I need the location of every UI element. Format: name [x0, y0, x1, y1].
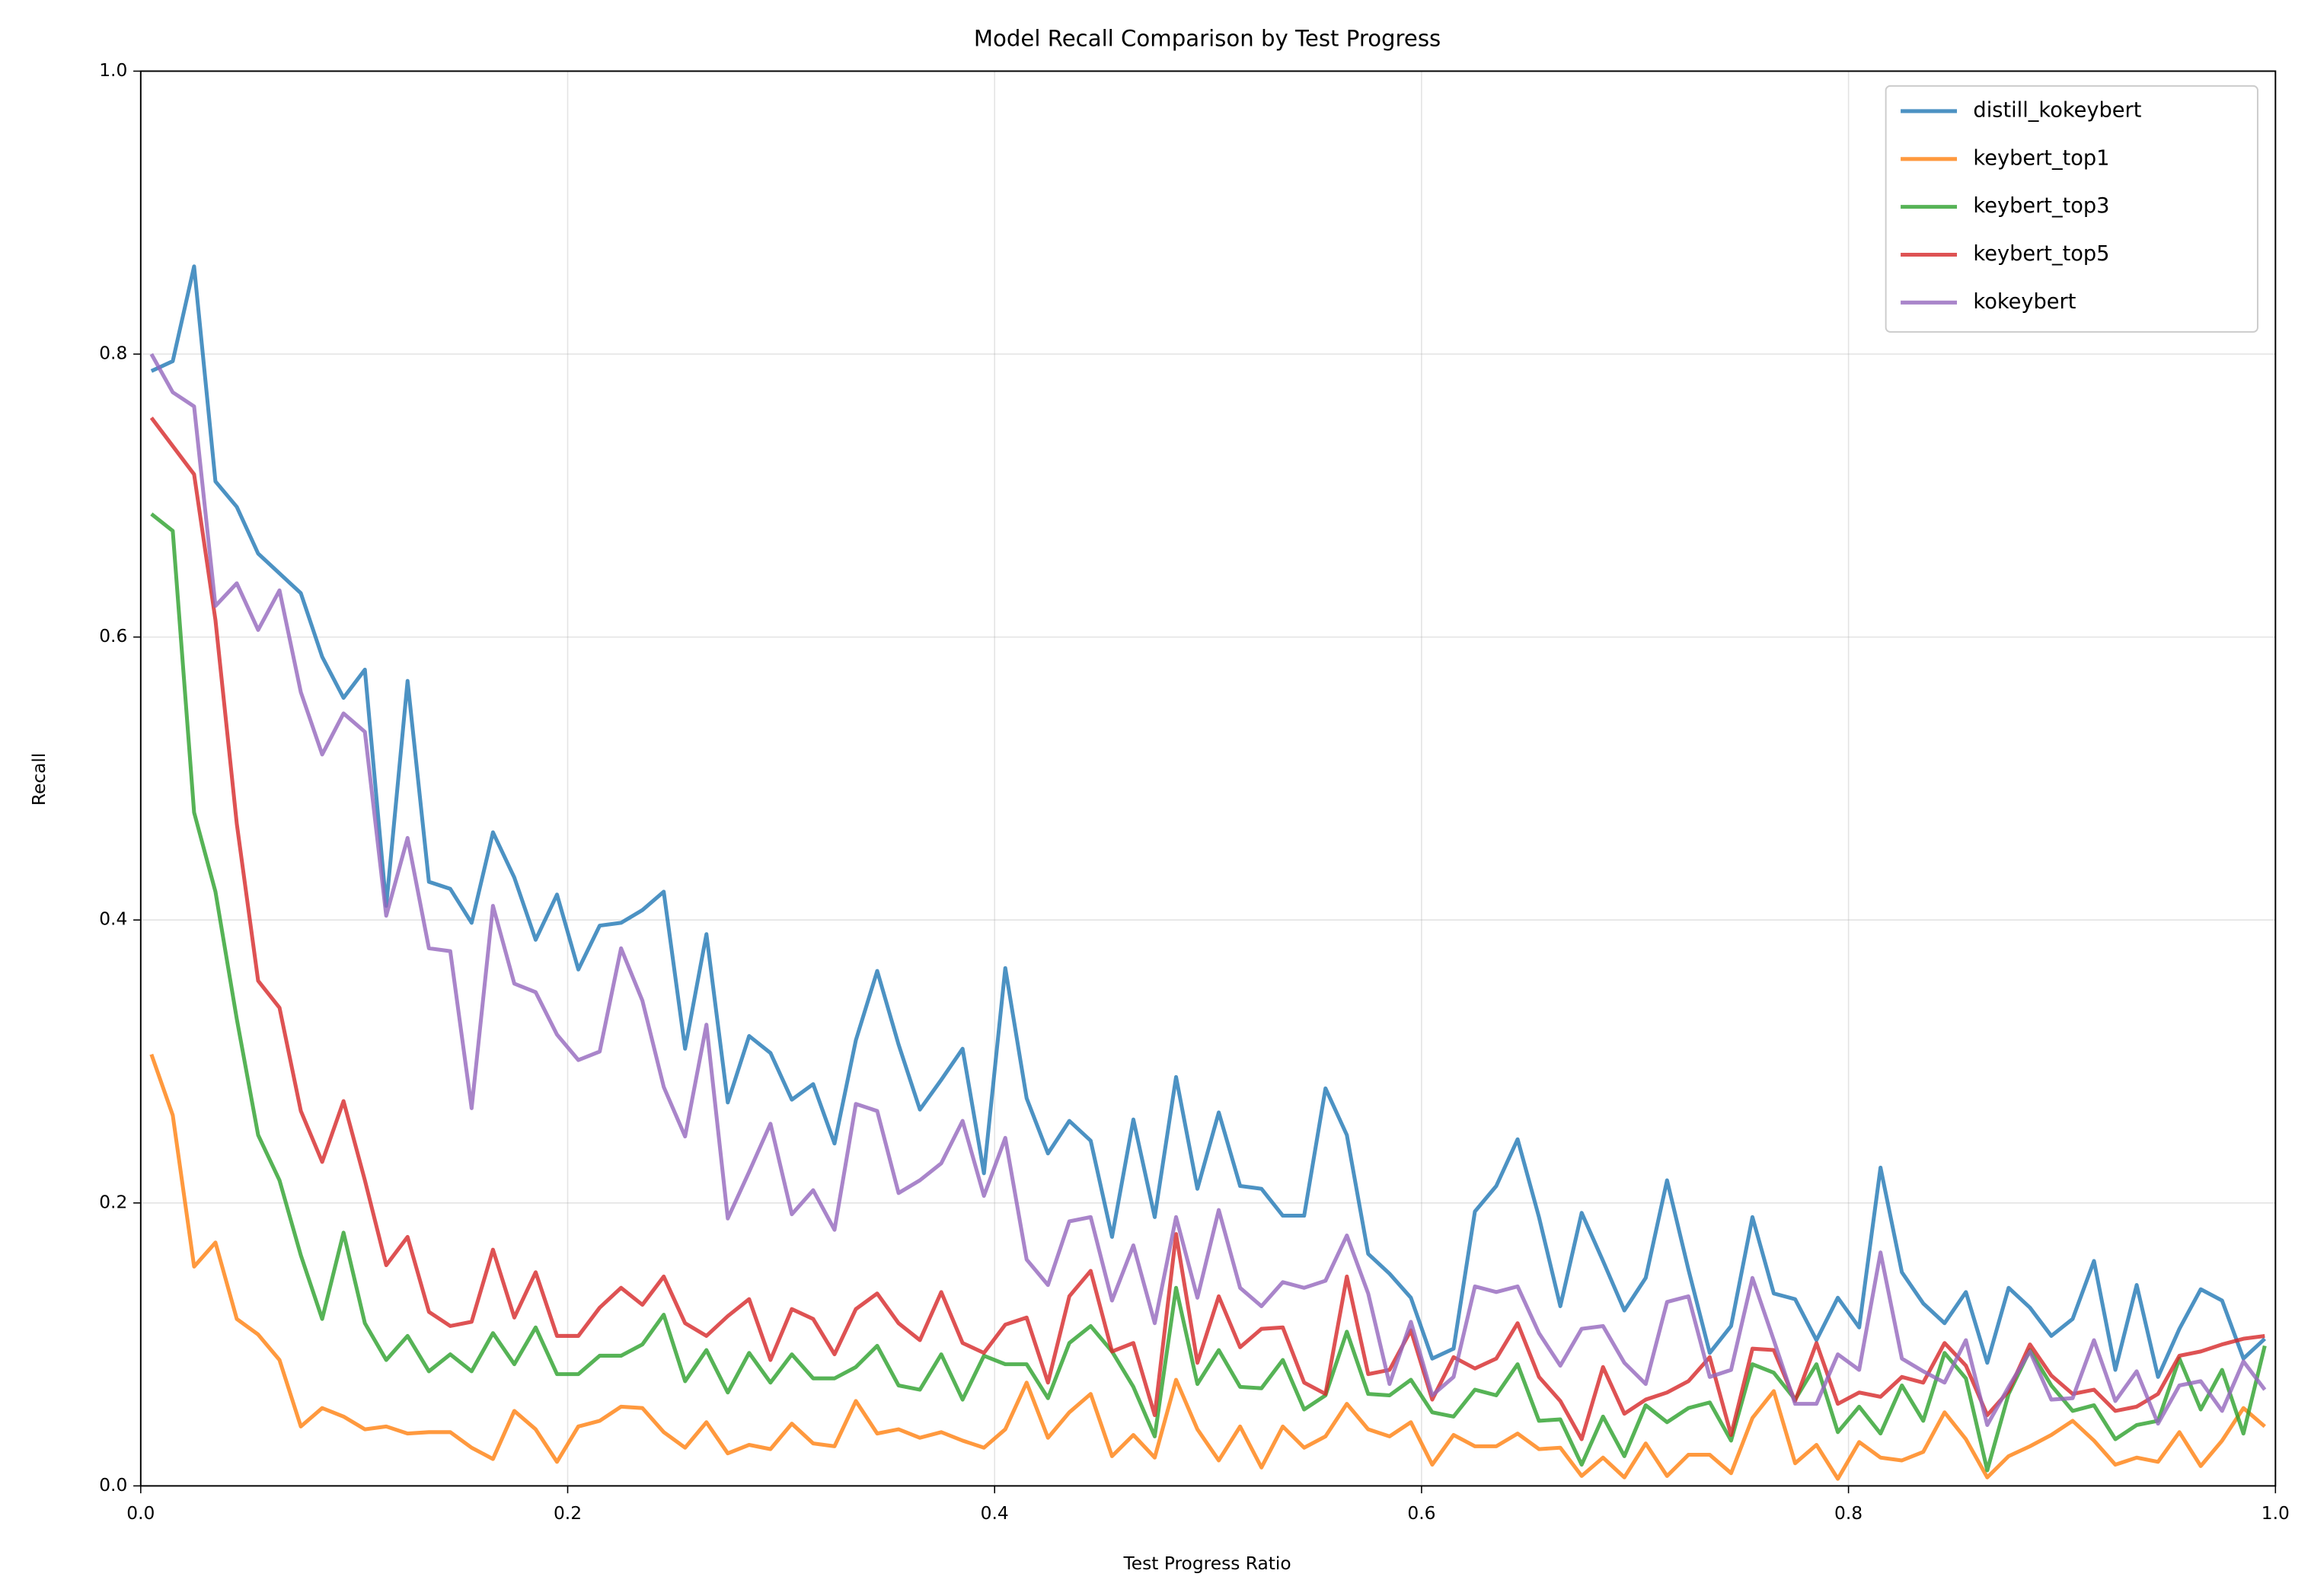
- x-tick-label: 0.4: [981, 1502, 1009, 1524]
- series-line: [150, 512, 2267, 1473]
- y-tick-label: 0.8: [99, 343, 127, 364]
- y-tick-label: 1.0: [99, 59, 127, 81]
- x-tick-label: 1.0: [2262, 1502, 2290, 1524]
- x-tick-label: 0.8: [1834, 1502, 1863, 1524]
- y-tick-label: 0.2: [99, 1191, 127, 1212]
- series-line: [149, 353, 2267, 1428]
- y-tick-label: 0.0: [99, 1474, 127, 1495]
- legend-label: kokeybert: [1973, 290, 2076, 314]
- series-line: [149, 417, 2265, 1441]
- legend-label: keybert_top5: [1973, 242, 2109, 266]
- plot-frame: [139, 70, 2277, 1487]
- y-tick-label: 0.4: [99, 908, 127, 930]
- legend-label: keybert_top1: [1973, 146, 2109, 170]
- x-tick-label: 0.0: [126, 1502, 155, 1524]
- x-axis-label: Test Progress Ratio: [1122, 1553, 1291, 1574]
- legend-box: [1885, 85, 2258, 333]
- x-tick-label: 0.2: [554, 1502, 582, 1524]
- legend: distill_kokeybert keybert_top1 keybert_top…: [1885, 85, 2258, 333]
- chart-title: Model Recall Comparison by Test Progress: [974, 26, 1441, 52]
- legend-label: keybert_top3: [1973, 194, 2109, 218]
- legend-label: distill_kokeybert: [1973, 98, 2141, 122]
- y-axis-label: Recall: [28, 753, 49, 806]
- series-line: [150, 264, 2267, 1379]
- y-tick-label: 0.6: [99, 625, 127, 646]
- series-line: [149, 1053, 2266, 1481]
- x-tick-label: 0.6: [1407, 1502, 1435, 1524]
